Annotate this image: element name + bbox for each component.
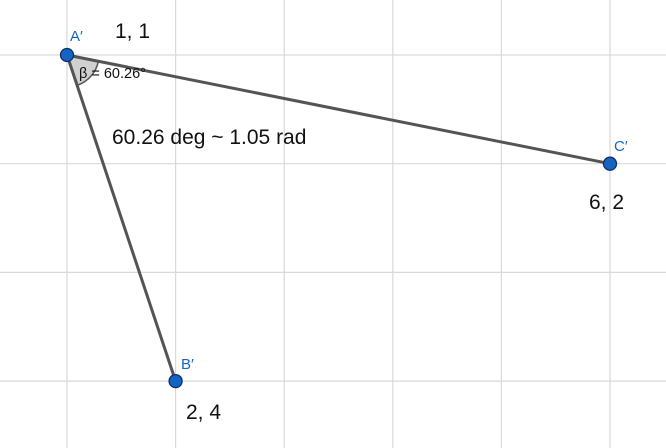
- point-a-coordinates: 1, 1: [115, 20, 150, 43]
- point-c[interactable]: [602, 156, 618, 171]
- point-b-coordinates: 2, 4: [186, 401, 221, 424]
- point-b-label: B′: [181, 356, 194, 373]
- point-a-label: A′: [70, 28, 83, 45]
- point-a[interactable]: [59, 47, 75, 63]
- point-c-label: C′: [614, 138, 628, 155]
- angle-beta-label: β = 60.26°: [79, 66, 146, 82]
- segment-a-b[interactable]: [65, 53, 178, 383]
- point-b[interactable]: [168, 373, 183, 389]
- segment-a-c[interactable]: [65, 53, 612, 166]
- angle-conversion-note: 60.26 deg ~ 1.05 rad: [112, 126, 306, 149]
- point-c-coordinates: 6, 2: [589, 191, 624, 214]
